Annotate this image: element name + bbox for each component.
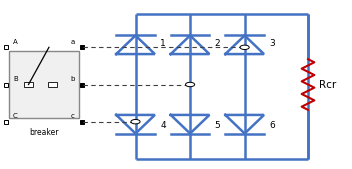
Text: c: c: [71, 113, 75, 119]
Text: 1: 1: [160, 39, 166, 48]
Circle shape: [240, 45, 249, 50]
Text: B: B: [13, 76, 18, 82]
Text: b: b: [71, 76, 75, 82]
Text: 6: 6: [269, 121, 275, 130]
Circle shape: [186, 82, 195, 87]
Bar: [48, 82, 57, 88]
Text: A: A: [13, 39, 18, 45]
Text: a: a: [71, 39, 75, 45]
Circle shape: [131, 119, 140, 124]
Text: C: C: [13, 113, 18, 119]
Text: breaker: breaker: [29, 128, 59, 137]
Bar: [24, 82, 33, 88]
Text: 4: 4: [160, 121, 166, 130]
Text: Rcr: Rcr: [319, 79, 337, 90]
Bar: [9, 51, 79, 118]
Text: 2: 2: [215, 39, 220, 48]
Text: 3: 3: [269, 39, 275, 48]
Text: 5: 5: [215, 121, 220, 130]
